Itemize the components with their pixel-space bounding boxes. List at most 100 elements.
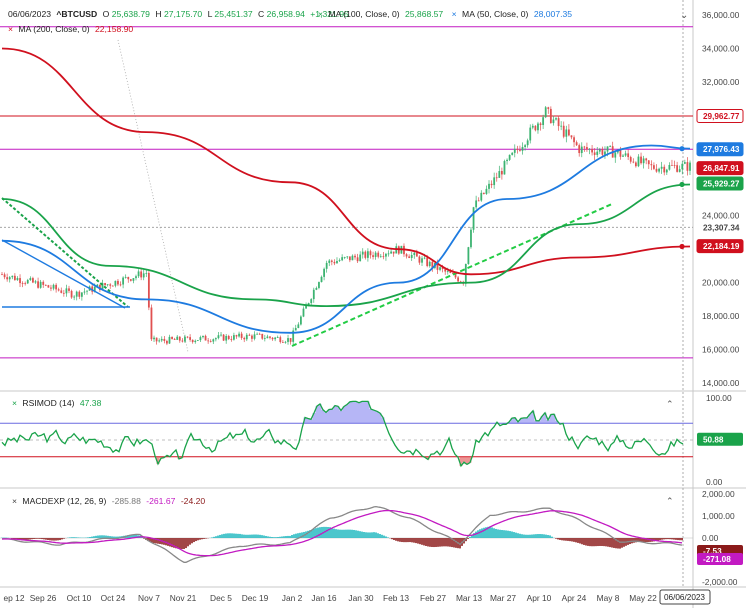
candle-body xyxy=(305,305,307,309)
macd-histogram-bar xyxy=(659,538,661,541)
candle-body xyxy=(184,336,186,342)
candle-body xyxy=(233,335,235,340)
candle-body xyxy=(547,107,550,109)
candle-body xyxy=(281,342,284,343)
candle-body xyxy=(168,336,171,344)
candle-body xyxy=(537,123,539,131)
candle-body xyxy=(343,257,346,258)
candle-body xyxy=(678,169,681,172)
current-date-badge xyxy=(659,589,711,605)
candle-body xyxy=(32,278,34,283)
ma-line xyxy=(1,183,691,308)
macd-histogram-bar xyxy=(45,538,47,540)
macd-histogram-bar xyxy=(249,534,251,538)
candle-body xyxy=(222,334,225,341)
candle-body xyxy=(279,337,282,343)
macd-histogram-bar xyxy=(243,534,245,538)
chevron-up-icon[interactable]: ⌃ xyxy=(666,496,674,506)
macd-histogram-bar xyxy=(111,536,113,538)
macd-histogram-bar xyxy=(667,538,669,540)
candle-body xyxy=(163,338,166,341)
macd-histogram-bar xyxy=(193,538,195,543)
time-axis-label: Oct 10 xyxy=(67,593,92,603)
macd-histogram-bar xyxy=(97,535,99,538)
candle-body xyxy=(214,338,217,340)
candle-body xyxy=(408,256,411,258)
candle-body xyxy=(686,162,689,171)
macd-tick-label: 1,000.00 xyxy=(702,511,735,521)
macd-histogram-bar xyxy=(87,537,89,538)
macd-histogram-bar xyxy=(43,538,45,540)
candle-body xyxy=(238,333,240,337)
candle-body xyxy=(145,272,148,274)
candle-body xyxy=(173,338,176,340)
candle-body xyxy=(586,147,588,150)
candle-body xyxy=(21,283,24,284)
candle-body xyxy=(181,340,184,342)
candle-body xyxy=(374,252,377,257)
price-tick-label: 34,000.00 xyxy=(702,43,740,53)
candle-body xyxy=(604,151,606,155)
macd-histogram-bar xyxy=(165,538,167,546)
candle-body xyxy=(622,155,624,157)
macd-histogram-bar xyxy=(485,527,487,538)
candle-body xyxy=(55,284,58,290)
macd-histogram-bar xyxy=(355,530,357,538)
candle-body xyxy=(135,276,137,279)
time-axis-label: Feb 13 xyxy=(383,593,409,603)
candle-body xyxy=(26,279,29,284)
candle-body xyxy=(640,156,642,164)
candle-body xyxy=(475,200,478,208)
candle-body xyxy=(263,338,266,339)
candle-body xyxy=(122,277,125,285)
macd-histogram-bar xyxy=(197,538,199,541)
macd-histogram-bar xyxy=(677,538,679,541)
ma200-badge xyxy=(696,239,744,254)
close-icon[interactable]: × xyxy=(8,24,13,34)
header-date: 06/06/2023 xyxy=(8,9,51,19)
macd-histogram-bar xyxy=(383,535,385,538)
macd-histogram-bar xyxy=(261,535,263,538)
macd-histogram-bar xyxy=(633,538,635,543)
candle-body xyxy=(137,271,140,277)
macd-histogram-bar xyxy=(299,532,301,538)
macd-histogram-bar xyxy=(259,534,261,538)
candle-body xyxy=(80,292,83,297)
macd-histogram-bar xyxy=(343,529,345,538)
macd-histogram-bar xyxy=(229,533,231,538)
candle-body xyxy=(24,283,27,285)
macd-histogram-bar xyxy=(533,534,535,538)
macd-histogram-bar xyxy=(75,537,77,538)
macd-histogram-bar xyxy=(589,538,591,547)
candle-body xyxy=(271,337,274,340)
candle-body xyxy=(415,252,418,257)
candle-body xyxy=(671,165,673,166)
chevron-down-icon[interactable]: ⌄ xyxy=(680,10,688,21)
macd-histogram-bar xyxy=(91,536,93,538)
macd-histogram-bar xyxy=(605,538,607,547)
macd-histogram-bar xyxy=(425,538,427,546)
macd-histogram-bar xyxy=(675,538,677,540)
candle-body xyxy=(258,333,261,335)
macd-histogram-bar xyxy=(295,533,297,538)
crosshair-badge-text: 23,307.34 xyxy=(703,223,740,232)
ma200-label: MA (200, Close, 0) xyxy=(18,24,89,34)
candle-body xyxy=(413,252,416,255)
macd-badge-gray-text: -7.53 xyxy=(703,547,722,556)
macd-histogram-bar xyxy=(167,538,169,546)
candle-body xyxy=(243,337,246,340)
candle-body xyxy=(333,261,336,264)
macd-histogram-bar xyxy=(129,534,131,538)
candle-body xyxy=(428,261,431,267)
candle-body xyxy=(150,307,153,340)
macd-histogram-bar xyxy=(99,535,101,538)
candle-body xyxy=(490,183,493,186)
candle-body xyxy=(555,118,557,120)
macd-histogram-bar xyxy=(347,529,349,538)
candle-body xyxy=(392,251,395,254)
candle-body xyxy=(307,303,310,306)
candle-body xyxy=(320,276,323,283)
price-tick-label: 20,000.00 xyxy=(702,278,740,288)
chevron-up-icon[interactable]: ⌃ xyxy=(666,399,674,409)
